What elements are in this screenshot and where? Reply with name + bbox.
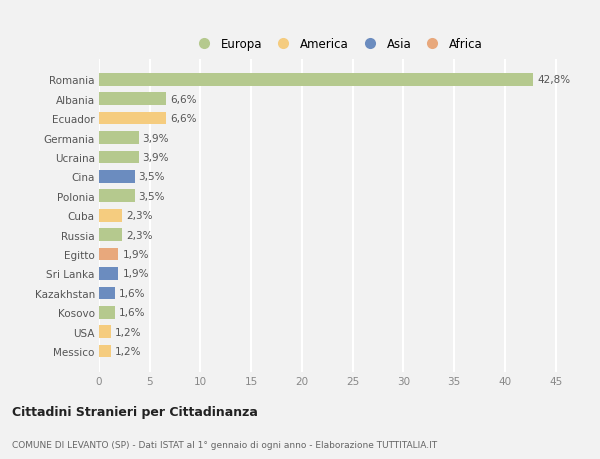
Text: 6,6%: 6,6% <box>170 95 197 105</box>
Bar <box>99 209 122 222</box>
Text: 3,5%: 3,5% <box>139 191 165 202</box>
Legend: Europa, America, Asia, Africa: Europa, America, Asia, Africa <box>189 34 486 54</box>
Bar <box>99 345 111 358</box>
Text: 2,3%: 2,3% <box>127 211 153 221</box>
Text: 1,2%: 1,2% <box>115 347 142 356</box>
Text: 1,2%: 1,2% <box>115 327 142 337</box>
Bar <box>99 248 118 261</box>
Text: 1,9%: 1,9% <box>122 269 149 279</box>
Text: COMUNE DI LEVANTO (SP) - Dati ISTAT al 1° gennaio di ogni anno - Elaborazione TU: COMUNE DI LEVANTO (SP) - Dati ISTAT al 1… <box>12 441 437 449</box>
Bar <box>99 171 134 183</box>
Bar <box>99 93 166 106</box>
Text: 2,3%: 2,3% <box>127 230 153 240</box>
Text: 1,6%: 1,6% <box>119 288 146 298</box>
Bar <box>99 229 122 241</box>
Text: 42,8%: 42,8% <box>538 75 571 85</box>
Bar <box>99 287 115 300</box>
Bar <box>99 325 111 338</box>
Bar <box>99 306 115 319</box>
Text: 6,6%: 6,6% <box>170 114 197 124</box>
Text: 3,5%: 3,5% <box>139 172 165 182</box>
Bar <box>99 132 139 145</box>
Bar <box>99 112 166 125</box>
Text: 3,9%: 3,9% <box>143 133 169 143</box>
Bar <box>99 74 533 86</box>
Bar <box>99 190 134 203</box>
Text: Cittadini Stranieri per Cittadinanza: Cittadini Stranieri per Cittadinanza <box>12 405 258 419</box>
Text: 1,6%: 1,6% <box>119 308 146 318</box>
Bar <box>99 268 118 280</box>
Text: 3,9%: 3,9% <box>143 153 169 162</box>
Text: 1,9%: 1,9% <box>122 250 149 259</box>
Bar <box>99 151 139 164</box>
